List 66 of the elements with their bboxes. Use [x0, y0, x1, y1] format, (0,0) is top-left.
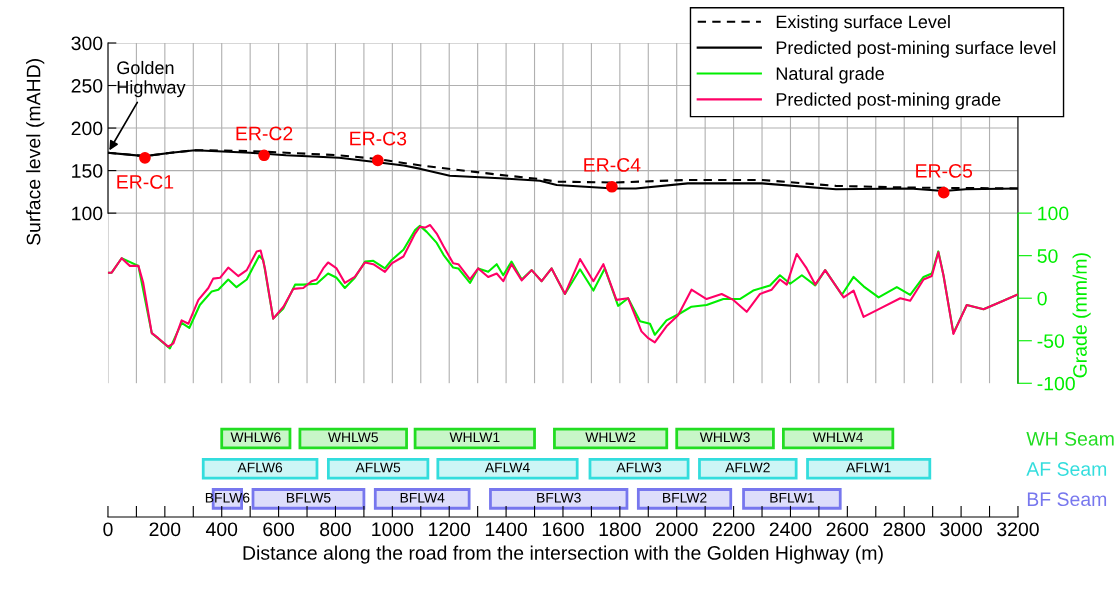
data-label: ER-C5 [916, 163, 973, 178]
data-label: WHLW5 [327, 432, 378, 443]
y2-tick-label: -50 [1037, 334, 1065, 348]
data-label: ER-C2 [236, 126, 293, 141]
y2-tick-label: 50 [1037, 249, 1058, 263]
data-label: WHLW2 [585, 432, 636, 443]
data-label: BFLW5 [286, 492, 331, 503]
data-label: ER-C3 [350, 131, 407, 146]
y2-tick-label: 0 [1037, 291, 1047, 306]
data-label: ER-C4 [584, 158, 641, 172]
point [258, 149, 270, 162]
x-tick-label: 800 [320, 522, 351, 537]
data-label: BFLW4 [400, 492, 445, 503]
x-tick-label: 3200 [997, 522, 1039, 537]
x-axis-title: Distance along the road from the intersection with the Golden Highway (m) [243, 545, 883, 564]
y-tick-label: 200 [71, 121, 103, 136]
data-label: WHLW3 [699, 432, 750, 443]
data-label: AFLW3 [616, 462, 662, 473]
point [937, 186, 950, 199]
data-label: BFLW6 [205, 492, 250, 503]
y-axis-title: Surface level (mAHD) [26, 59, 45, 245]
data-label: BFLW1 [770, 492, 814, 503]
legend-label: Natural grade [776, 66, 884, 84]
x-tick-label: 0 [103, 522, 113, 537]
category-label: WH Seam [1026, 431, 1114, 446]
point [606, 180, 618, 193]
x-tick-label: 2000 [656, 522, 698, 537]
y-tick-label: 250 [71, 78, 103, 93]
x-tick-label: 2400 [769, 522, 812, 537]
y-tick-label: 150 [72, 164, 103, 178]
data-label: AFLW2 [725, 462, 770, 473]
x-tick-label: 2600 [826, 522, 869, 537]
point [371, 154, 384, 167]
y2-axis-title: Grade (mm/m) [1072, 253, 1091, 378]
x-tick-label: 2200 [712, 522, 755, 537]
x-tick-label: 1800 [599, 522, 641, 537]
x-tick-label: 1400 [485, 522, 527, 537]
x-tick-label: 1200 [429, 522, 471, 537]
data-label: WHLW6 [230, 432, 281, 443]
y2-tick-label: -100 [1037, 376, 1075, 391]
data-label: AFLW5 [355, 462, 401, 473]
category-label: BF Seam [1027, 492, 1107, 507]
y2-tick-label: 100 [1038, 206, 1069, 221]
x-tick-label: 1600 [542, 522, 584, 537]
data-label: ER-C1 [117, 175, 174, 189]
y-tick-label: 300 [71, 36, 103, 51]
data-label: AFLW1 [846, 462, 891, 473]
data-label: AFLW6 [237, 462, 283, 473]
data-label: WHLW4 [812, 432, 864, 443]
x-tick-label: 600 [263, 522, 295, 537]
legend-label: Predicted post-mining grade [776, 92, 1001, 110]
x-tick-label: 1000 [372, 522, 414, 537]
annotation: Golden Highway [117, 60, 186, 98]
x-tick-label: 200 [149, 522, 181, 537]
category-label: AF Seam [1026, 462, 1107, 476]
x-tick-label: 400 [205, 522, 238, 537]
x-tick-label: 2800 [883, 522, 926, 537]
data-label: AFLW4 [484, 462, 530, 473]
point [139, 151, 151, 164]
legend-label: Existing surface Level [776, 15, 950, 32]
legend-label: Predicted post-mining surface level [776, 40, 1056, 58]
y-tick-label: 100 [72, 206, 103, 221]
data-label: WHLW1 [449, 432, 500, 443]
data-label: BFLW2 [663, 492, 707, 503]
data-label: BFLW3 [537, 492, 581, 503]
x-tick-label: 3000 [940, 522, 982, 537]
